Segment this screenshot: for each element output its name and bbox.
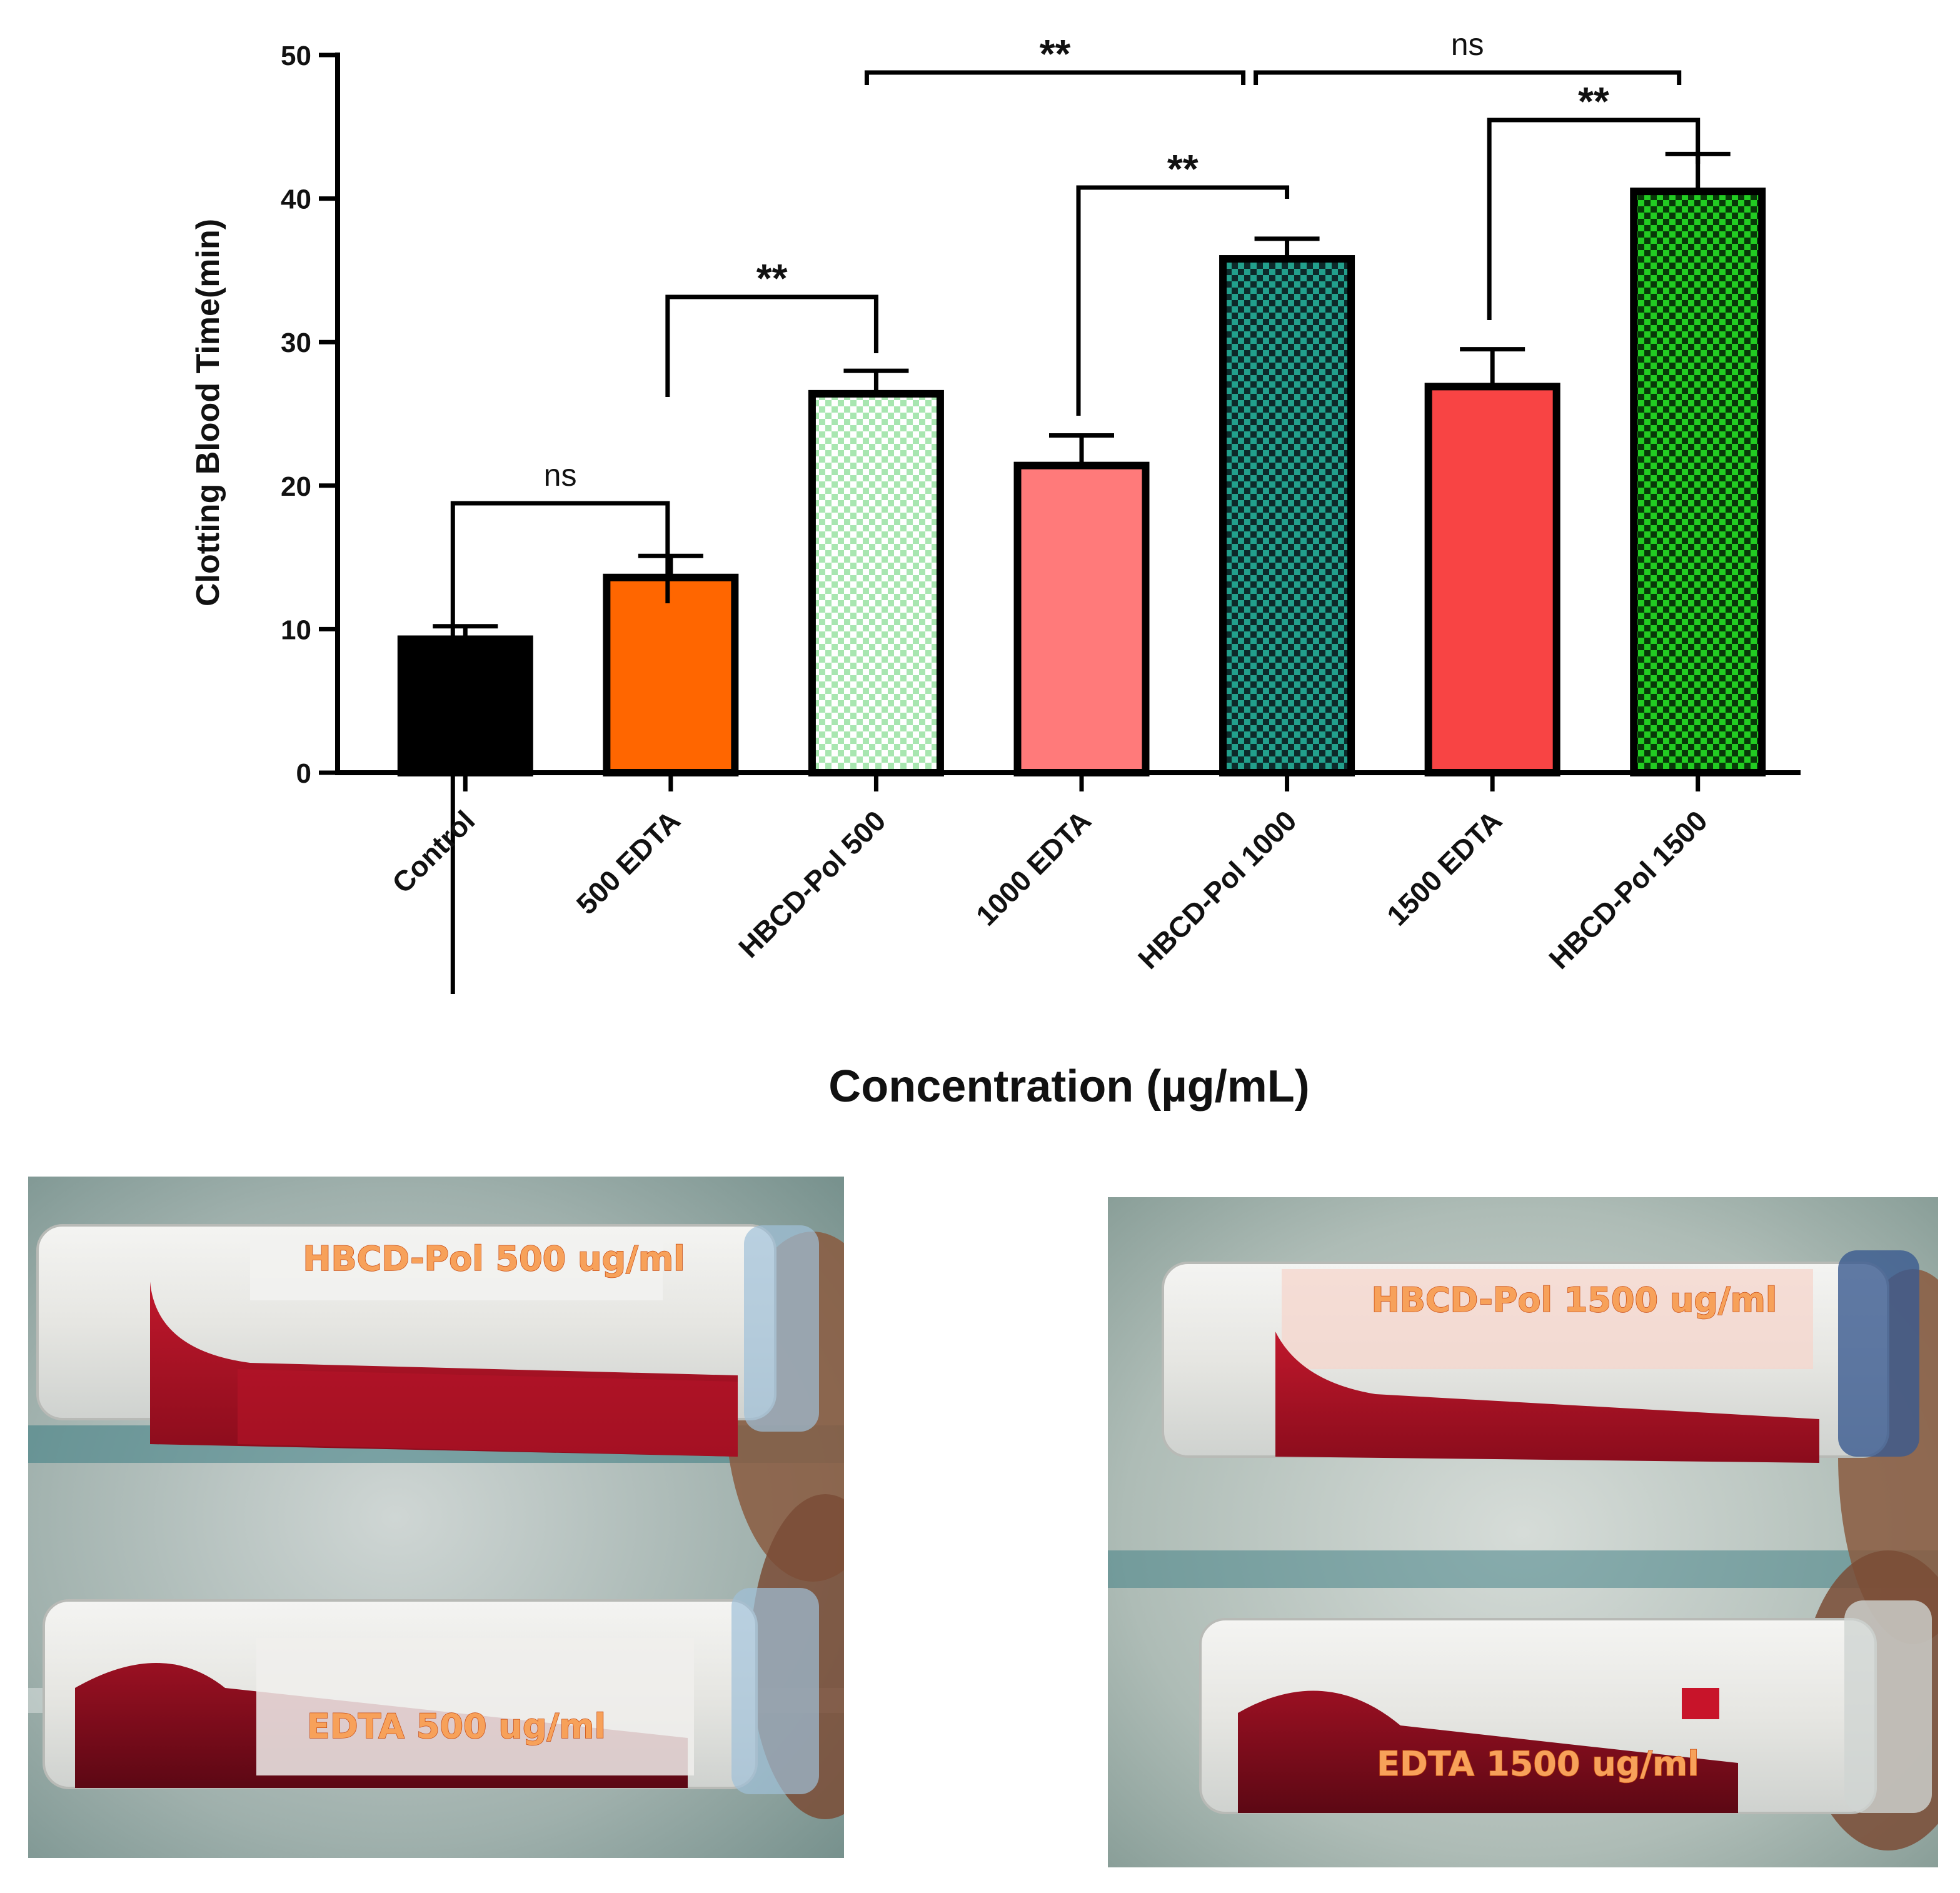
x-tick-label-2: HBCD-Pol 500 (732, 804, 892, 963)
tube-hbcd-1500 (1162, 1250, 1919, 1463)
bar-0 (397, 635, 533, 776)
y-tick-label-4: 40 (281, 184, 311, 215)
bar-chart: ns ** ** ** ** ns 0 10 20 30 40 50 Control 500 EDTA H… (190, 27, 1801, 1112)
sig-label-2: ** (1167, 146, 1199, 191)
sig-label-3: ** (1578, 79, 1609, 124)
photo-1500: HBCD-Pol 1500 ug/ml EDTA 1500 ug/ml (1108, 1197, 1938, 1867)
y-tick-label-3: 30 (281, 328, 311, 358)
x-tick-label-0: Control (386, 804, 481, 899)
bar-3 (1013, 461, 1150, 776)
x-tick-label-1: 500 EDTA (570, 804, 686, 920)
significance-layer: ns ** ** ** ** ns (450, 27, 1701, 994)
bar-5 (1424, 383, 1560, 776)
photo-1500-top-label: HBCD-Pol 1500 ug/ml (1372, 1280, 1777, 1320)
tube-hbcd-500 (36, 1224, 819, 1457)
bar-2 (808, 389, 944, 776)
y-tick-label-5: 50 (281, 41, 311, 71)
x-tick-label-5: 1500 EDTA (1380, 804, 1508, 931)
x-tick-label-3: 1000 EDTA (970, 804, 1097, 931)
x-tick-label-6: HBCD-Pol 1500 (1542, 804, 1714, 975)
sig-bracket-4 (864, 70, 1246, 85)
sig-label-1: ** (756, 256, 788, 301)
sig-bracket-0 (450, 501, 670, 994)
sig-bracket-5 (1254, 70, 1682, 85)
x-tick-label-4: HBCD-Pol 1000 (1132, 804, 1303, 975)
bar-1 (603, 573, 739, 777)
bar-4 (1219, 255, 1355, 777)
sig-label-5: ns (1451, 27, 1484, 62)
sig-bracket-1 (665, 294, 878, 397)
bars-layer (397, 188, 1766, 777)
photo-1500-bottom-label: EDTA 1500 ug/ml (1377, 1744, 1699, 1784)
y-tick-label-2: 20 (281, 471, 311, 502)
photo-500-bottom-label: EDTA 500 ug/ml (307, 1707, 606, 1746)
bar-6 (1630, 188, 1766, 776)
sig-bracket-2 (1076, 185, 1290, 416)
y-tick-label-0: 0 (296, 758, 311, 789)
tube-edta-500 (43, 1588, 819, 1794)
y-axis-label: Clotting Blood Time(min) (190, 219, 226, 606)
tube-edta-1500 (1199, 1600, 1932, 1814)
photo-500-top-label: HBCD-Pol 500 ug/ml (303, 1239, 685, 1278)
y-tick-label-1: 10 (281, 615, 311, 645)
sig-bracket-3 (1487, 118, 1701, 320)
x-axis-label: Concentration (µg/mL) (828, 1062, 1309, 1112)
sig-label-0: ns (544, 458, 577, 493)
sig-label-4: ** (1040, 31, 1071, 76)
photo-500: HBCD-Pol 500 ug/ml EDTA 500 ug/ml (28, 1177, 844, 1858)
